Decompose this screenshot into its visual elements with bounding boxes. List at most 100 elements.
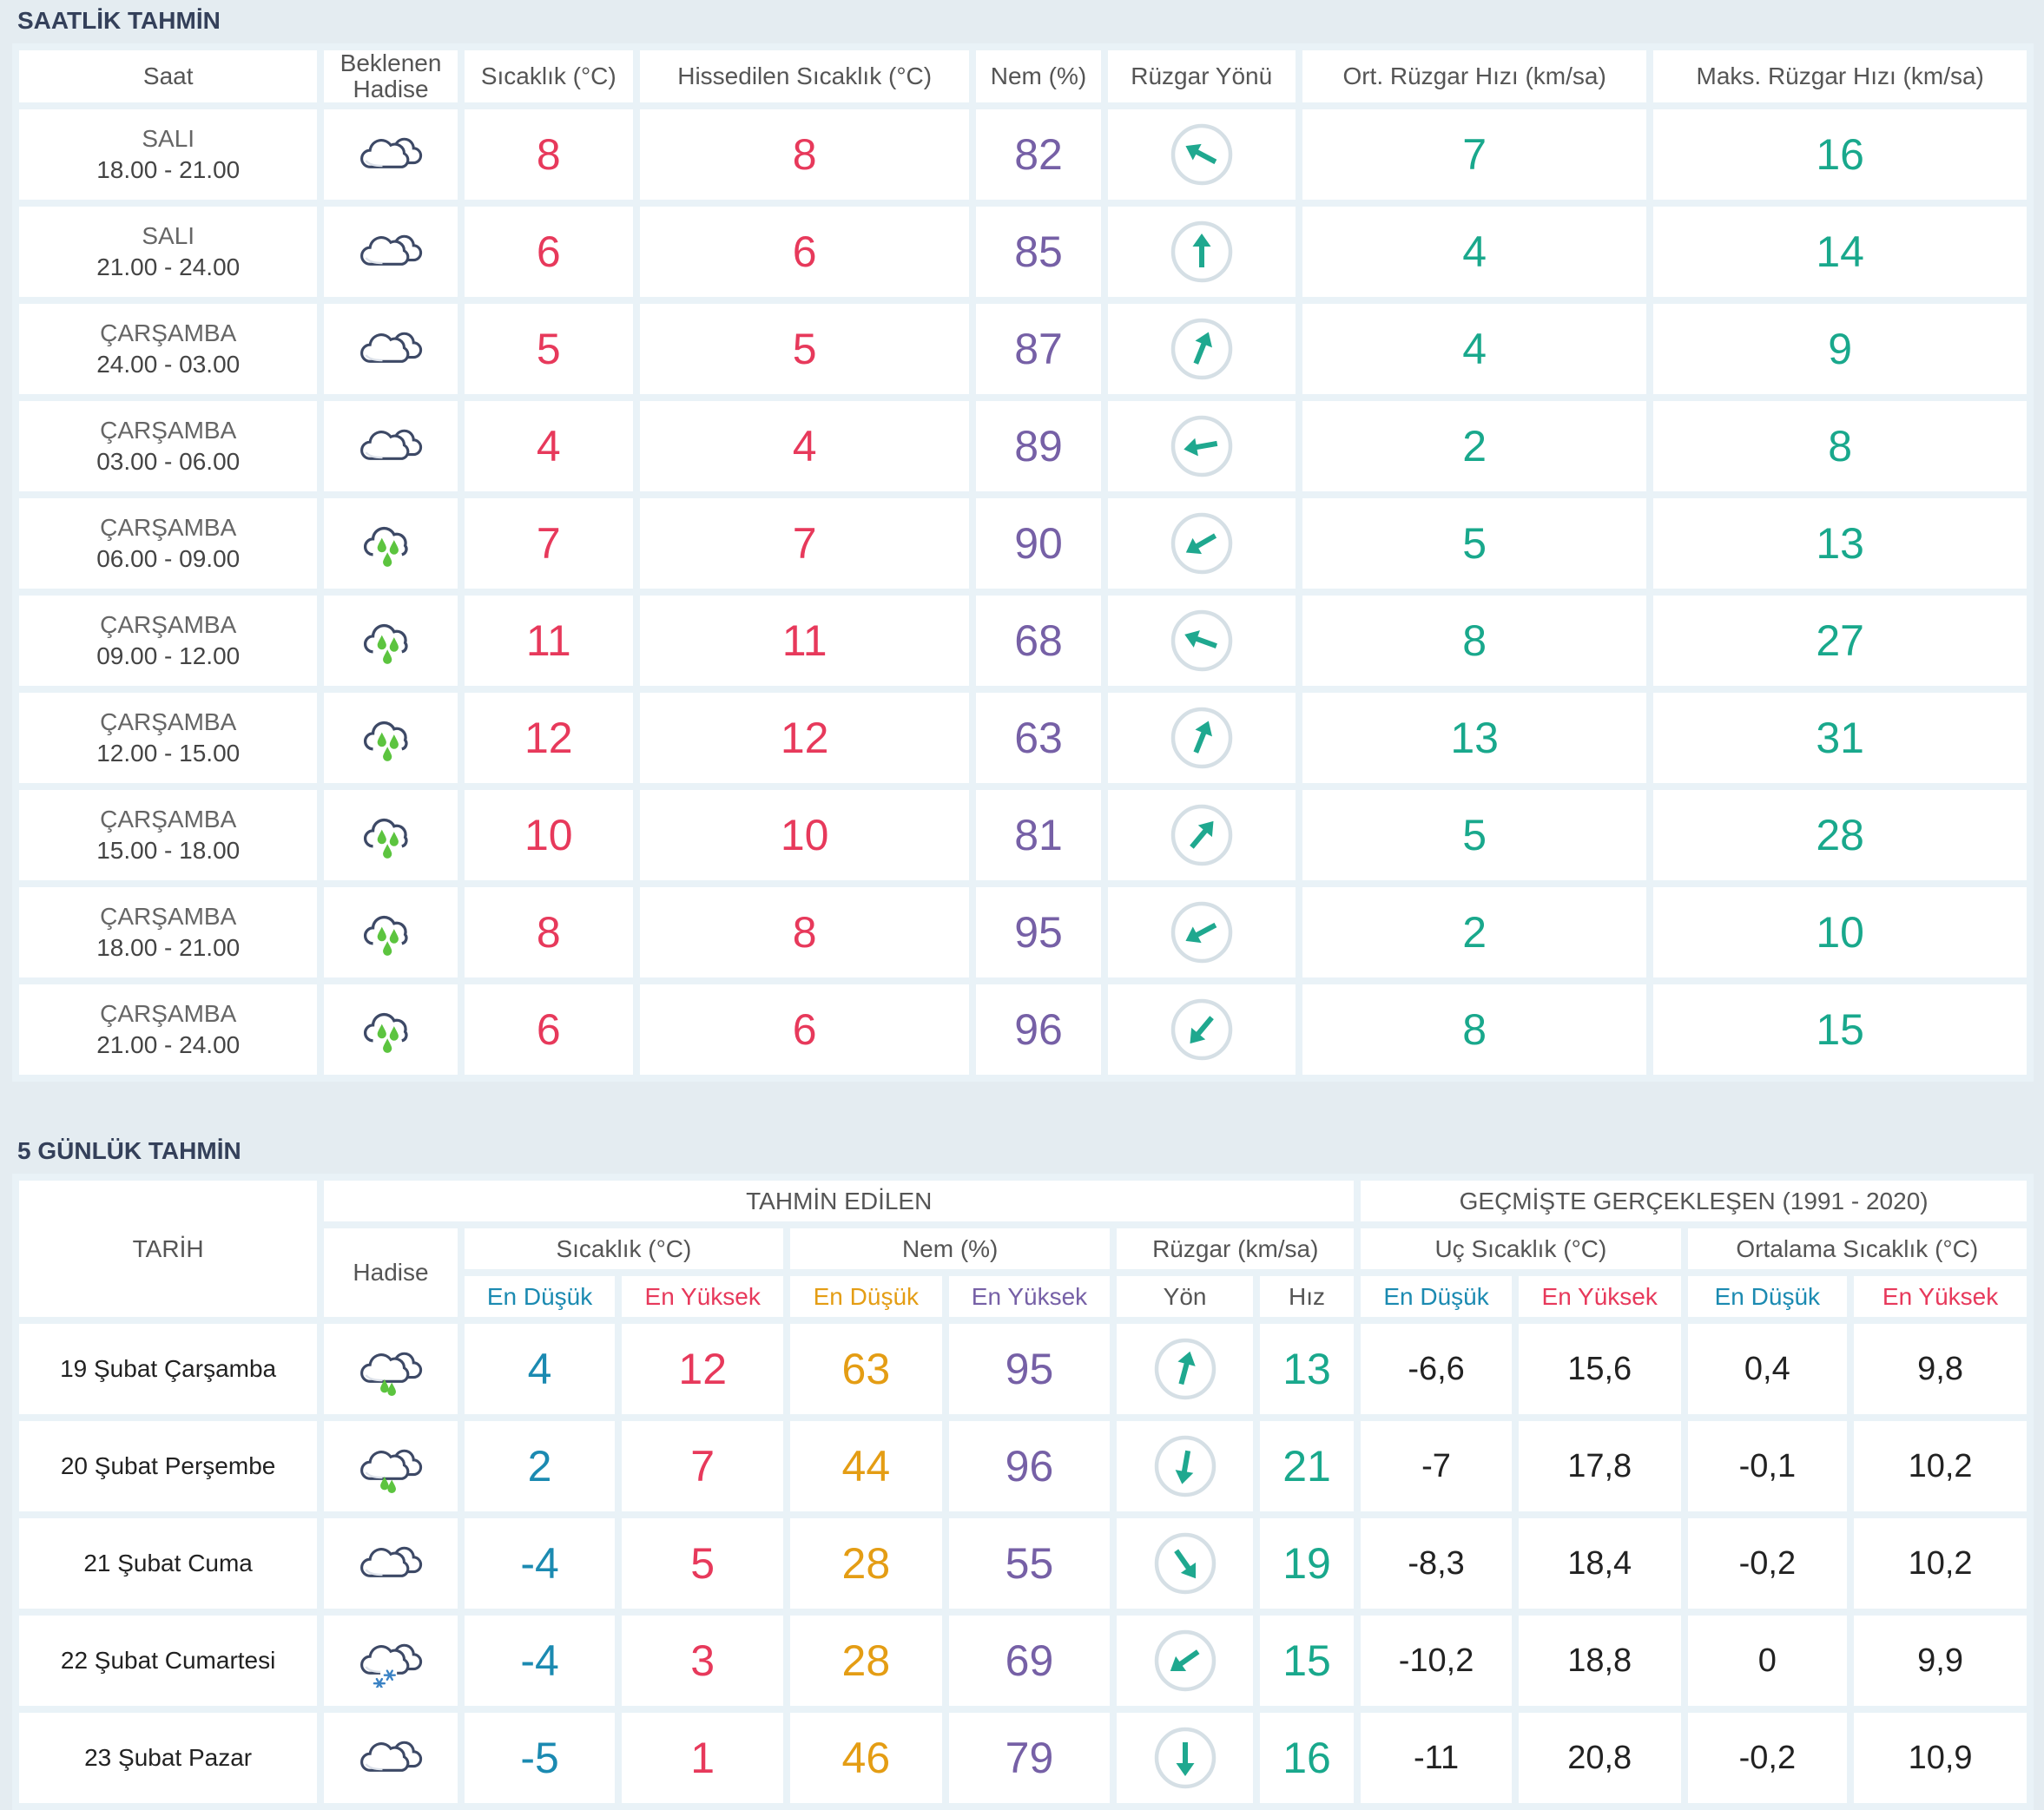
extreme-min-temperature: -8,3 xyxy=(1361,1518,1512,1609)
time-range: 09.00 - 12.00 xyxy=(96,642,241,669)
wind-direction-icon xyxy=(1154,1532,1216,1595)
humidity: 90 xyxy=(976,498,1101,589)
weather-icon-cell xyxy=(324,887,458,977)
humidity: 63 xyxy=(976,693,1101,783)
min-temperature: 2 xyxy=(464,1421,616,1511)
day-label: ÇARŞAMBA xyxy=(100,417,237,444)
avg-wind-speed: 5 xyxy=(1302,498,1647,589)
hourly-forecast-title: SAATLİK TAHMİN xyxy=(17,7,221,34)
wind-speed: 13 xyxy=(1259,1324,1355,1414)
extreme-min-temperature: -10,2 xyxy=(1361,1616,1512,1706)
max-wind-speed: 9 xyxy=(1653,304,2027,394)
day-label: ÇARŞAMBA xyxy=(100,514,237,541)
weather-icon-cell xyxy=(324,401,458,491)
time-cell: ÇARŞAMBA 15.00 - 18.00 xyxy=(19,790,318,880)
temperature: 6 xyxy=(464,207,633,297)
temperature: 7 xyxy=(464,498,633,589)
wind-direction xyxy=(1107,498,1296,589)
avg-wind-speed: 4 xyxy=(1302,304,1647,394)
max-wind-speed: 27 xyxy=(1653,596,2027,686)
humidity: 87 xyxy=(976,304,1101,394)
header-extreme-temp: Uç Sıcaklık (°C) xyxy=(1361,1228,1681,1269)
wind-direction xyxy=(1117,1616,1253,1706)
day-label: SALI xyxy=(142,125,195,152)
wind-direction xyxy=(1107,109,1296,200)
day-label: SALI xyxy=(142,222,195,249)
feels-like-temperature: 6 xyxy=(639,984,970,1075)
feels-like-temperature: 7 xyxy=(639,498,970,589)
extreme-max-temperature: 15,6 xyxy=(1518,1324,1681,1414)
header-avg-min: En Düşük xyxy=(1687,1276,1848,1317)
wind-direction-icon xyxy=(1154,1629,1216,1692)
hourly-row: ÇARŞAMBA 21.00 - 24.00 6 6 96 8 15 xyxy=(19,984,2027,1075)
avg-max-temperature: 9,9 xyxy=(1854,1616,2027,1706)
feels-like-temperature: 8 xyxy=(639,887,970,977)
max-wind-speed: 10 xyxy=(1653,887,2027,977)
day-label: ÇARŞAMBA xyxy=(100,611,237,638)
hourly-row: SALI 18.00 - 21.00 8 8 82 7 16 xyxy=(19,109,2027,200)
daily-row: 19 Şubat Çarşamba 4 12 63 95 13 -6,6 15,6 0,4 9,8 xyxy=(19,1324,2027,1414)
wind-direction xyxy=(1107,693,1296,783)
daily-row: 23 Şubat Pazar -5 1 46 79 16 -11 20,8 -0,2 10,9 xyxy=(19,1713,2027,1803)
header-extreme-max: En Yüksek xyxy=(1518,1276,1681,1317)
temperature: 12 xyxy=(464,693,633,783)
extreme-max-temperature: 20,8 xyxy=(1518,1713,1681,1803)
max-temperature: 12 xyxy=(622,1324,784,1414)
wind-direction xyxy=(1117,1518,1253,1609)
temperature: 8 xyxy=(464,887,633,977)
hourly-header-row: Saat Beklenen Hadise Sıcaklık (°C) Hissed… xyxy=(19,50,2027,102)
day-label: ÇARŞAMBA xyxy=(100,708,237,735)
avg-max-temperature: 10,2 xyxy=(1854,1518,2027,1609)
header-wind-speed: Hız xyxy=(1259,1276,1355,1317)
date: 22 Şubat Cumartesi xyxy=(19,1616,318,1706)
showers-icon xyxy=(364,818,408,859)
time-range: 12.00 - 15.00 xyxy=(96,740,241,767)
humidity: 95 xyxy=(976,887,1101,977)
max-humidity: 96 xyxy=(948,1421,1111,1511)
day-label: ÇARŞAMBA xyxy=(100,903,237,930)
wind-speed: 21 xyxy=(1259,1421,1355,1511)
header-hadise: Hadise xyxy=(324,1228,458,1317)
wind-direction-icon xyxy=(1154,1727,1216,1789)
extreme-min-temperature: -7 xyxy=(1361,1421,1512,1511)
header-historical: GEÇMİŞTE GERÇEKLEŞEN (1991 - 2020) xyxy=(1361,1181,2027,1221)
rain-icon xyxy=(360,1449,423,1493)
header-date: TARİH xyxy=(19,1181,318,1317)
time-cell: ÇARŞAMBA 18.00 - 21.00 xyxy=(19,887,318,977)
hourly-row: ÇARŞAMBA 09.00 - 12.00 11 11 68 8 27 xyxy=(19,596,2027,686)
avg-wind-speed: 8 xyxy=(1302,984,1647,1075)
min-humidity: 63 xyxy=(790,1324,942,1414)
humidity: 68 xyxy=(976,596,1101,686)
daily-row: 20 Şubat Perşembe 2 7 44 96 21 -7 17,8 -0,1 10,2 xyxy=(19,1421,2027,1511)
hourly-row: ÇARŞAMBA 03.00 - 06.00 4 4 89 2 8 xyxy=(19,401,2027,491)
time-range: 21.00 - 24.00 xyxy=(96,253,241,280)
temperature: 4 xyxy=(464,401,633,491)
wind-direction-icon xyxy=(1170,220,1232,283)
max-humidity: 69 xyxy=(948,1616,1111,1706)
header-temp: Sıcaklık (°C) xyxy=(464,50,633,102)
date: 20 Şubat Perşembe xyxy=(19,1421,318,1511)
wind-direction-icon xyxy=(1154,1338,1216,1400)
header-humidity: Nem (%) xyxy=(976,50,1101,102)
wind-direction-icon xyxy=(1170,804,1232,866)
wind-direction-icon xyxy=(1170,415,1232,477)
wind-direction xyxy=(1107,790,1296,880)
max-wind-speed: 28 xyxy=(1653,790,2027,880)
day-label: ÇARŞAMBA xyxy=(100,806,237,833)
cloudy-icon xyxy=(360,332,423,363)
header-humidity-min: En Düşük xyxy=(790,1276,942,1317)
min-temperature: 4 xyxy=(464,1324,616,1414)
feels-like-temperature: 5 xyxy=(639,304,970,394)
temperature: 11 xyxy=(464,596,633,686)
weather-icon-cell xyxy=(324,596,458,686)
time-range: 06.00 - 09.00 xyxy=(96,545,241,572)
cloudy-icon xyxy=(360,1546,423,1577)
wind-direction xyxy=(1107,984,1296,1075)
header-wind-dir: Rüzgar Yönü xyxy=(1107,50,1296,102)
feels-like-temperature: 4 xyxy=(639,401,970,491)
min-humidity: 44 xyxy=(790,1421,942,1511)
avg-wind-speed: 13 xyxy=(1302,693,1647,783)
weather-icon-cell xyxy=(324,1324,458,1414)
header-humidity: Nem (%) xyxy=(790,1228,1111,1269)
wind-speed: 16 xyxy=(1259,1713,1355,1803)
